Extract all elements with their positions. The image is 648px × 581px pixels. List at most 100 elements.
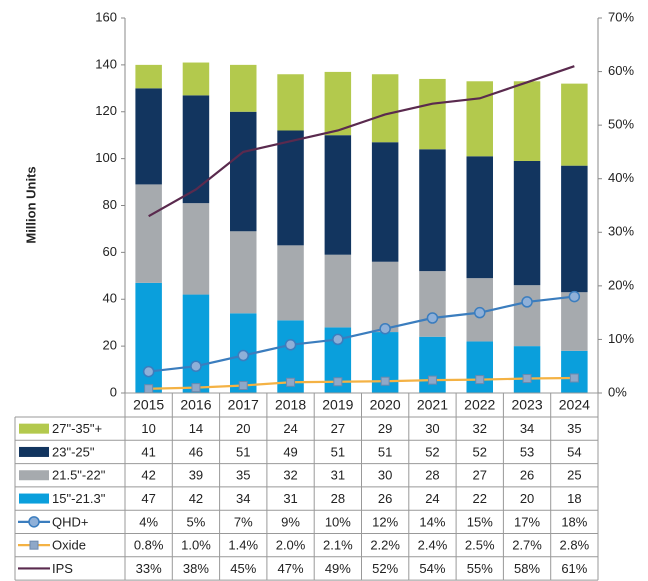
table-cell: 30 xyxy=(378,468,392,483)
table-cell: 39 xyxy=(189,468,203,483)
bar-segment xyxy=(466,156,493,279)
y2-tick-label: 20% xyxy=(608,277,634,292)
table-cell: 22 xyxy=(473,491,487,506)
table-cell: 20 xyxy=(520,491,534,506)
line-marker xyxy=(474,306,486,319)
line-marker xyxy=(144,384,154,394)
x-tick-label: 2022 xyxy=(464,397,495,413)
bar-segment xyxy=(135,88,162,185)
table-cell: 25 xyxy=(567,468,581,483)
bar-segment xyxy=(182,62,210,96)
bar-segment xyxy=(419,149,446,272)
x-tick-label: 2021 xyxy=(417,397,448,413)
line-marker xyxy=(521,296,533,308)
legend-label: 23"-25" xyxy=(52,444,95,459)
table-cell: 58% xyxy=(514,561,540,576)
legend-swatch xyxy=(19,446,49,457)
x-tick-label: 2024 xyxy=(559,397,590,413)
table-cell: 9% xyxy=(281,514,300,529)
table-cell: 1.0% xyxy=(181,538,211,553)
bar-segment xyxy=(135,64,162,89)
table-cell: 61% xyxy=(561,561,587,576)
table-cell: 2.4% xyxy=(418,538,448,553)
y-tick-label: 40 xyxy=(103,291,117,306)
bar-segment xyxy=(230,64,257,112)
bar-segment xyxy=(324,71,352,136)
table-cell: 52% xyxy=(372,561,398,576)
line-marker xyxy=(333,377,343,387)
table-cell: 27 xyxy=(331,421,345,436)
bar-segment xyxy=(513,81,541,161)
table-cell: 45% xyxy=(230,561,256,576)
line xyxy=(148,376,575,390)
table-cell: 17% xyxy=(514,514,540,529)
line-marker xyxy=(237,349,249,362)
legend-label: 27"-35"+ xyxy=(52,421,102,436)
bar-segment xyxy=(324,135,352,255)
legend-marker xyxy=(29,540,39,550)
y2-tick-label: 40% xyxy=(608,170,634,185)
table-cell: 51 xyxy=(378,444,392,459)
legend-label: 15"-21.3" xyxy=(52,491,106,506)
table-cell: 55% xyxy=(467,561,493,576)
line-marker xyxy=(284,339,297,351)
x-tick-label: 2015 xyxy=(133,397,164,413)
line-marker xyxy=(379,322,391,335)
line-marker xyxy=(142,365,155,378)
table-cell: 24 xyxy=(425,491,439,506)
y2-tick-label: 30% xyxy=(608,224,634,239)
table-cell: 35 xyxy=(567,421,581,436)
line-marker xyxy=(238,381,248,390)
line-marker xyxy=(427,375,437,385)
table-cell: 4% xyxy=(139,514,158,529)
y2-tick-label: 60% xyxy=(608,63,634,78)
table-cell: 12% xyxy=(372,514,398,529)
table-cell: 27 xyxy=(473,468,487,483)
y2-tick-label: 10% xyxy=(608,331,634,346)
table-cell: 31 xyxy=(283,491,297,506)
table-cell: 10% xyxy=(325,514,351,529)
table-cell: 32 xyxy=(283,468,297,483)
bar-segment xyxy=(182,203,210,295)
line-marker xyxy=(569,373,579,383)
y-tick-label: 140 xyxy=(95,56,117,71)
table-cell: 51 xyxy=(331,444,345,459)
line-marker xyxy=(426,312,439,324)
table-cell: 52 xyxy=(425,444,439,459)
legend-label: IPS xyxy=(52,561,73,576)
y-axis-label: Million Units xyxy=(23,166,38,243)
bar-segment xyxy=(419,78,446,150)
x-tick-label: 2016 xyxy=(180,397,211,413)
table-cell: 54% xyxy=(419,561,445,576)
table-cell: 35 xyxy=(236,468,250,483)
table-cell: 41 xyxy=(141,444,155,459)
table-cell: 30 xyxy=(425,421,439,436)
table-cell: 28 xyxy=(331,491,345,506)
table-cell: 2.2% xyxy=(370,538,400,553)
table-cell: 18% xyxy=(561,514,587,529)
table-cell: 47% xyxy=(278,561,304,576)
legend-label: Oxide xyxy=(52,538,86,553)
table-cell: 15% xyxy=(467,514,493,529)
bar-segment xyxy=(466,341,493,393)
table-cell: 49% xyxy=(325,561,351,576)
bar-segment xyxy=(561,350,588,393)
table-cell: 10 xyxy=(141,421,155,436)
table-cell: 2.0% xyxy=(276,538,306,553)
table-cell: 47 xyxy=(141,491,155,506)
table-cell: 32 xyxy=(473,421,487,436)
table-cell: 2.8% xyxy=(560,538,590,553)
bar-segment xyxy=(513,285,541,347)
bar-segment xyxy=(466,81,493,157)
y2-tick-label: 0% xyxy=(608,384,627,399)
bar-segment xyxy=(182,95,210,204)
bar-segment xyxy=(135,184,162,283)
y-tick-label: 0 xyxy=(110,384,117,399)
x-tick-label: 2023 xyxy=(511,397,542,413)
y-tick-label: 120 xyxy=(95,103,117,118)
table-cell: 26 xyxy=(378,491,392,506)
bar-segment xyxy=(513,160,541,286)
table-cell: 5% xyxy=(187,514,206,529)
table-cell: 18 xyxy=(567,491,581,506)
